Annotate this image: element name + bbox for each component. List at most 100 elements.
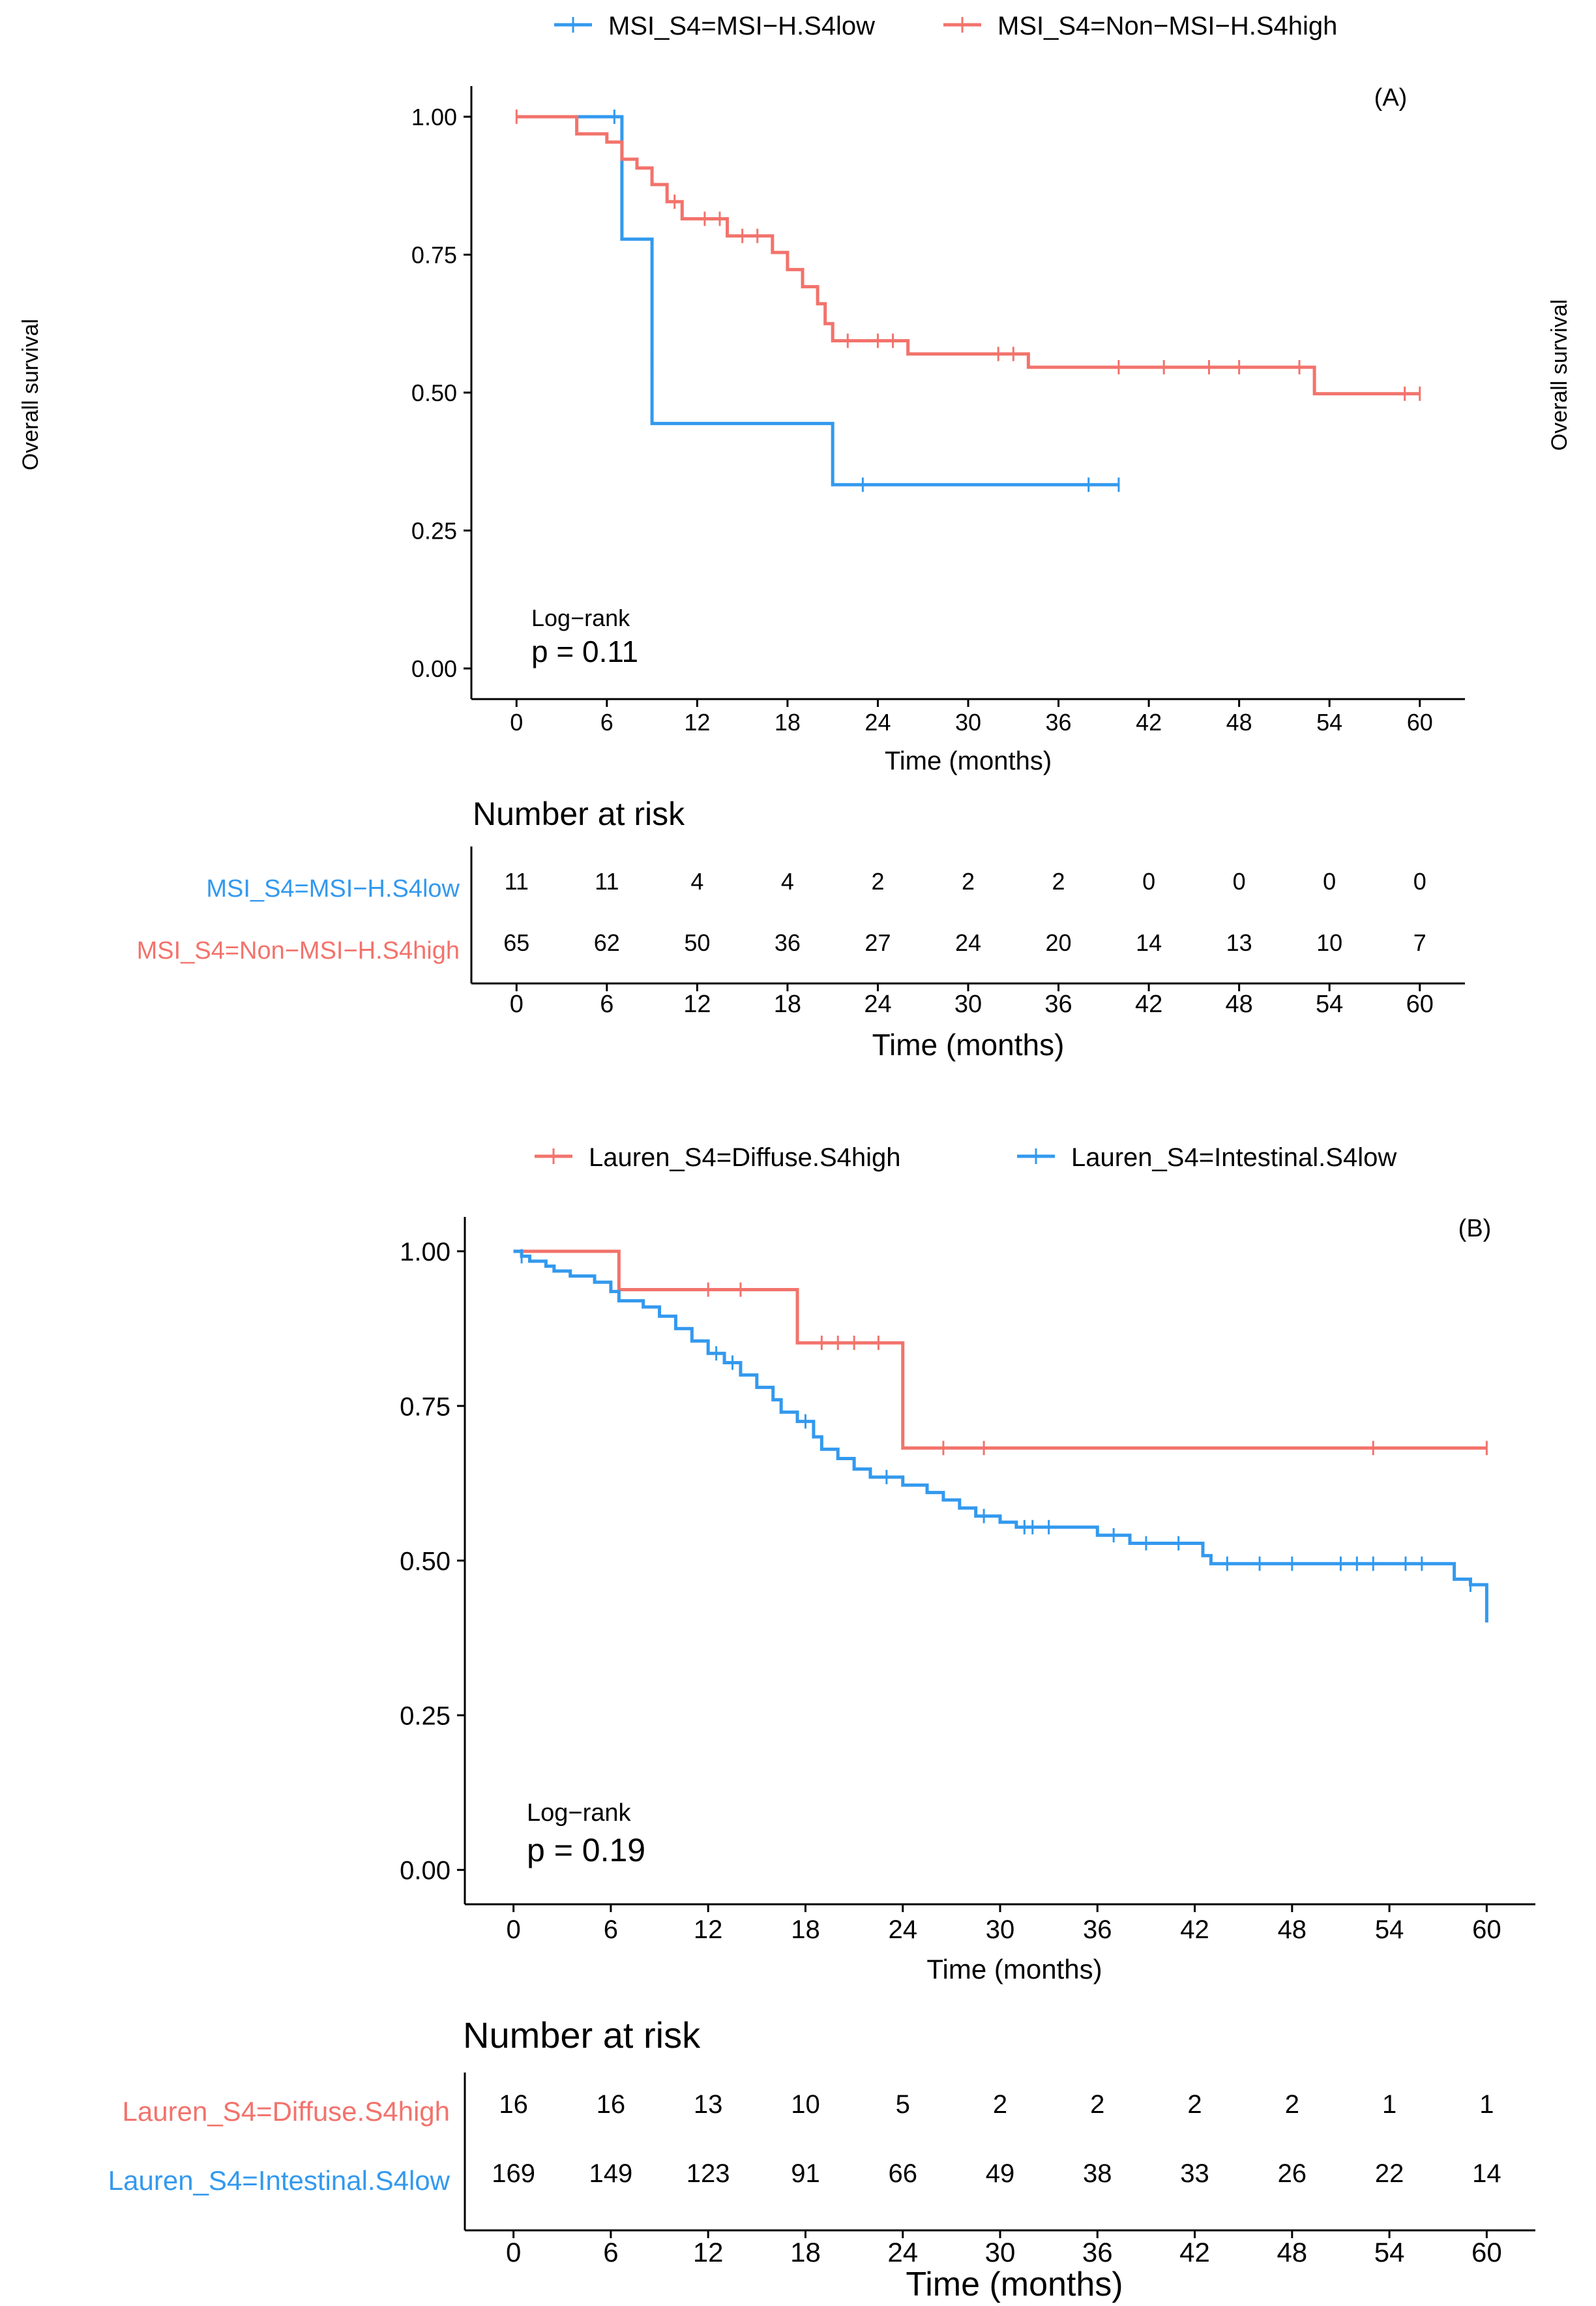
risk-x-tick-label-b: 48 xyxy=(1277,2237,1307,2268)
x-tick-label-b: 0 xyxy=(507,1915,521,1944)
logrank-label-b: Log−rank xyxy=(527,1799,632,1827)
risk-value: 4 xyxy=(690,868,703,895)
risk-x-tick-label-a: 30 xyxy=(954,991,982,1018)
risk-x-tick-label-b: 24 xyxy=(887,2237,918,2268)
panel-label-b: (B) xyxy=(1458,1215,1492,1242)
survival-curve-a-1 xyxy=(516,115,1119,487)
risk-value: 10 xyxy=(791,2090,820,2119)
risk-value: 2 xyxy=(1090,2090,1104,2119)
x-tick-label-b: 6 xyxy=(604,1915,618,1944)
x-tick-label-b: 18 xyxy=(791,1915,820,1944)
risk-value: 2 xyxy=(1052,868,1065,895)
risk-x-tick-label-a: 6 xyxy=(600,991,613,1018)
y-axis-label-a: Overall survival xyxy=(18,319,43,470)
panel-a: MSI_S4=MSI−H.S4low MSI_S4=Non−MSI−H.S4hi… xyxy=(18,12,1572,1062)
risk-value: 66 xyxy=(888,2159,917,2188)
risk-x-tick-label-b: 60 xyxy=(1471,2237,1502,2268)
logrank-label-a: Log−rank xyxy=(531,605,630,631)
risk-x-tick-label-b: 30 xyxy=(985,2237,1016,2268)
x-tick-label-a: 48 xyxy=(1226,709,1252,736)
risk-row-label-a-1: MSI_S4=MSI−H.S4low xyxy=(206,875,460,903)
y-tick-label-b: 0.75 xyxy=(400,1392,451,1421)
plot-area-b: 0.00 0.25 0.50 0.75 1.00 0 6 12 18 24 30 36 42 48 54 6… xyxy=(400,1215,1535,1944)
risk-x-tick-label-a: 48 xyxy=(1225,991,1252,1018)
y-tick-label-a: 0.50 xyxy=(411,380,457,406)
risk-value: 7 xyxy=(1413,929,1426,956)
risk-x-tick-label-a: 42 xyxy=(1135,991,1162,1018)
risk-value: 0 xyxy=(1233,868,1246,895)
risk-value: 1 xyxy=(1382,2090,1396,2119)
risk-value: 0 xyxy=(1413,868,1426,895)
risk-value: 10 xyxy=(1316,929,1342,956)
risk-value: 13 xyxy=(1226,929,1252,956)
x-tick-label-b: 60 xyxy=(1472,1915,1501,1944)
survival-curve-b-2 xyxy=(513,1250,1488,1623)
p-value-a: p = 0.11 xyxy=(531,635,638,668)
panel-label-a: (A) xyxy=(1374,84,1408,112)
legend-a-label-1: MSI_S4=MSI−H.S4low xyxy=(608,12,875,40)
x-tick-label-a: 24 xyxy=(864,709,891,736)
risk-x-tick-label-a: 12 xyxy=(683,991,711,1018)
risk-x-tick-label-b: 36 xyxy=(1082,2237,1113,2268)
x-tick-label-a: 30 xyxy=(955,709,981,736)
risk-value: 149 xyxy=(589,2159,633,2188)
y-tick-label-a: 0.00 xyxy=(411,655,457,682)
risk-row-label-a-2: MSI_S4=Non−MSI−H.S4high xyxy=(137,937,460,965)
risk-x-axis-label-b: Time (months) xyxy=(906,2266,1123,2303)
y-tick-label-b: 0.25 xyxy=(400,1702,451,1731)
risk-value: 24 xyxy=(955,929,981,956)
risk-row-label-b-1: Lauren_S4=Diffuse.S4high xyxy=(123,2096,450,2127)
risk-value: 11 xyxy=(595,868,619,895)
risk-x-tick-label-b: 6 xyxy=(603,2237,618,2268)
legend-a: MSI_S4=MSI−H.S4low MSI_S4=Non−MSI−H.S4hi… xyxy=(554,12,1337,40)
risk-value: 2 xyxy=(993,2090,1007,2119)
risk-x-tick-label-b: 0 xyxy=(506,2237,521,2268)
risk-value: 91 xyxy=(791,2159,820,2188)
risk-x-tick-label-a: 60 xyxy=(1406,991,1434,1018)
risk-value: 0 xyxy=(1323,868,1336,895)
y-tick-label-a: 1.00 xyxy=(411,104,457,130)
y-tick-label-b: 1.00 xyxy=(400,1238,451,1266)
x-tick-label-a: 36 xyxy=(1046,709,1072,736)
risk-x-tick-label-b: 12 xyxy=(693,2237,724,2268)
risk-x-tick-label-b: 54 xyxy=(1374,2237,1405,2268)
legend-b-label-2: Lauren_S4=Intestinal.S4low xyxy=(1071,1143,1396,1172)
risk-value: 16 xyxy=(499,2090,528,2119)
risk-value: 16 xyxy=(597,2090,626,2119)
risk-value: 65 xyxy=(503,929,529,956)
risk-value: 4 xyxy=(781,868,794,895)
x-axis-label-a: Time (months) xyxy=(885,747,1052,775)
risk-value: 13 xyxy=(694,2090,723,2119)
risk-table-title-b: Number at risk xyxy=(463,2014,701,2056)
risk-value: 27 xyxy=(864,929,891,956)
legend-b-label-1: Lauren_S4=Diffuse.S4high xyxy=(589,1143,901,1172)
risk-value: 26 xyxy=(1278,2159,1307,2188)
x-tick-label-b: 36 xyxy=(1083,1915,1112,1944)
panel-b: Lauren_S4=Diffuse.S4high Lauren_S4=Intes… xyxy=(108,1143,1535,2303)
risk-value: 20 xyxy=(1046,929,1072,956)
x-tick-label-a: 6 xyxy=(600,709,613,736)
risk-value: 38 xyxy=(1083,2159,1112,2188)
y-tick-label-b: 0.50 xyxy=(400,1547,451,1576)
risk-value: 2 xyxy=(1187,2090,1202,2119)
risk-value: 2 xyxy=(1285,2090,1299,2119)
risk-value: 5 xyxy=(896,2090,910,2119)
risk-row-label-b-2: Lauren_S4=Intestinal.S4low xyxy=(108,2165,451,2196)
risk-x-tick-label-a: 36 xyxy=(1044,991,1072,1018)
risk-x-tick-label-a: 54 xyxy=(1316,991,1343,1018)
legend-a-label-2: MSI_S4=Non−MSI−H.S4high xyxy=(998,12,1337,40)
risk-value: 22 xyxy=(1375,2159,1404,2188)
y-tick-label-a: 0.75 xyxy=(411,241,457,268)
risk-value: 2 xyxy=(962,868,975,895)
risk-table-a: Number at risk MSI_S4=MSI−H.S4low MSI_S4… xyxy=(137,796,1465,1062)
risk-value: 33 xyxy=(1180,2159,1209,2188)
x-tick-label-a: 60 xyxy=(1407,709,1433,736)
x-tick-label-b: 42 xyxy=(1180,1915,1209,1944)
risk-x-tick-label-b: 18 xyxy=(790,2237,821,2268)
risk-value: 36 xyxy=(775,929,801,956)
risk-x-tick-label-b: 42 xyxy=(1179,2237,1210,2268)
risk-table-title-a: Number at risk xyxy=(473,796,685,832)
plot-area-a: 0.00 0.25 0.50 0.75 1.00 0 6 12 18 24 30 36 42 48 54 6… xyxy=(411,84,1465,736)
x-tick-label-b: 30 xyxy=(986,1915,1015,1944)
